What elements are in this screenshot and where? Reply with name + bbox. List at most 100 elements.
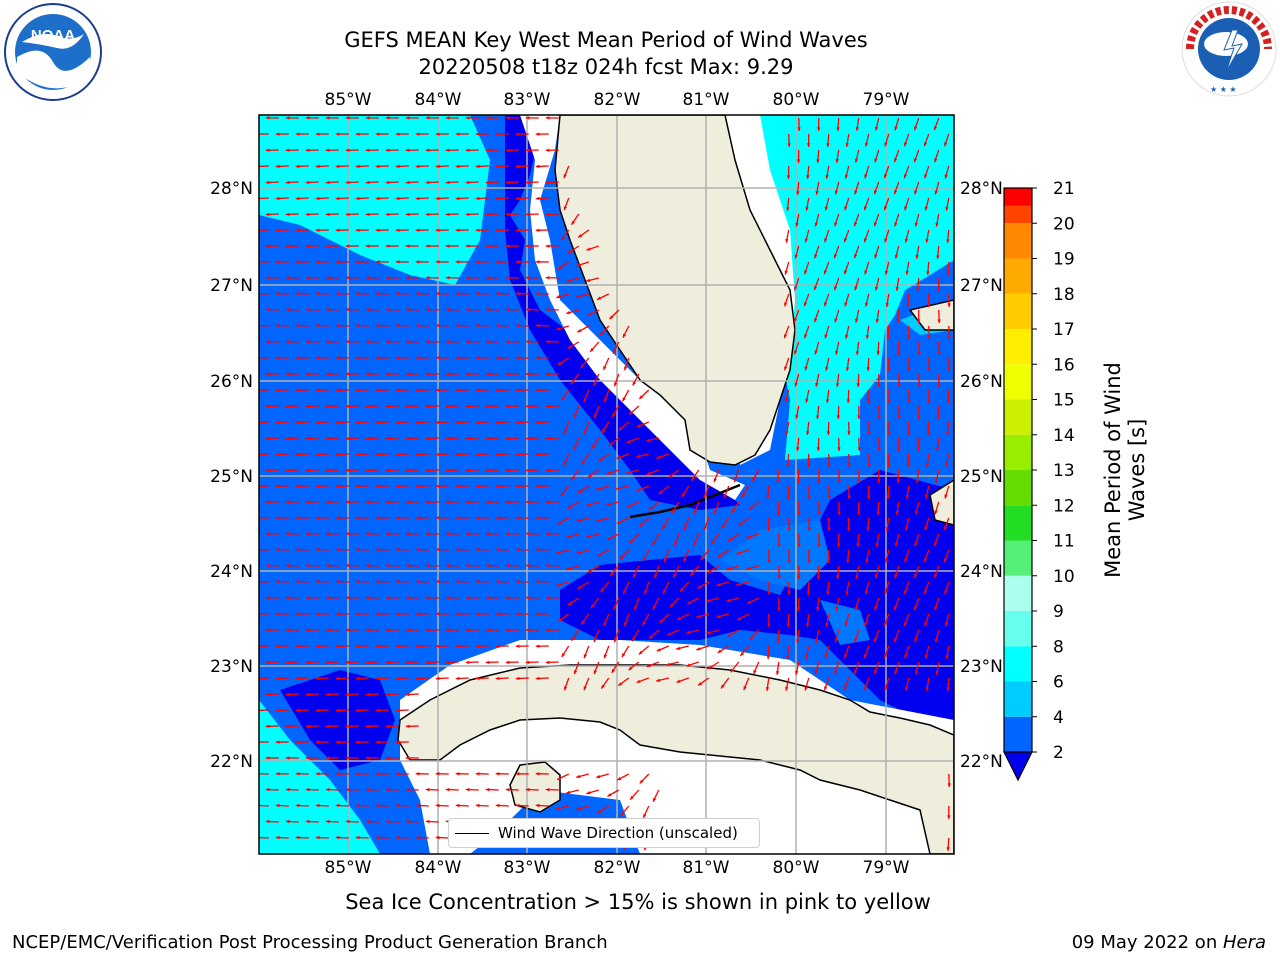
wind-wave-arrow [495,164,509,169]
wind-wave-arrow [823,261,830,275]
wind-wave-arrow [395,452,409,457]
wind-wave-arrow [365,500,379,504]
wind-wave-arrow [525,660,539,665]
wind-wave-arrow [405,628,419,632]
wind-wave-arrow [863,645,870,659]
footer-date: 09 May 2022 on Hera [1071,932,1266,953]
wind-wave-arrow [596,517,609,523]
wind-wave-arrow [505,595,519,600]
wind-wave-arrow [345,724,359,729]
wind-wave-arrow [325,468,339,473]
wind-wave-arrow [616,773,630,781]
wind-wave-arrow [556,773,570,781]
wind-wave-arrow [305,531,319,536]
wind-wave-arrow [425,628,439,632]
wind-wave-arrow [345,595,359,600]
wind-wave-arrow [535,772,549,776]
wind-wave-arrow [315,228,329,232]
wind-wave-arrow [854,181,860,195]
wind-wave-arrow [545,531,559,536]
wind-wave-arrow [652,533,660,546]
wind-wave-arrow [894,661,900,675]
wind-wave-arrow [435,612,449,616]
wind-wave-arrow [335,452,349,457]
wind-wave-arrow [325,660,339,665]
wind-wave-arrow [405,116,419,120]
wind-wave-arrow [475,196,489,201]
wind-wave-arrow [335,708,349,713]
colorbar-tick-label: 18 [1053,285,1075,305]
wind-wave-arrow [605,501,619,507]
wind-wave-arrow [893,597,900,611]
wind-wave-arrow [275,164,289,169]
wind-wave-arrow [796,597,801,612]
wind-wave-arrow [435,420,449,425]
wind-wave-arrow [285,339,299,344]
colorbar-band [1004,716,1032,752]
wind-wave-arrow [946,389,951,404]
colorbar-tick-label: 20 [1053,214,1075,234]
wind-wave-arrow [626,437,639,444]
wind-wave-arrow [425,563,439,568]
wind-wave-arrow [706,597,719,603]
wind-wave-arrow [535,323,549,328]
wind-wave-arrow [515,612,529,616]
wind-wave-arrow [265,307,279,312]
wind-wave-arrow [897,341,901,356]
wind-wave-arrow [355,579,369,584]
wind-wave-arrow [661,517,670,530]
wind-wave-arrow [525,116,539,120]
wind-wave-arrow [864,581,870,595]
wind-wave-arrow [375,772,389,776]
wind-wave-arrow [924,645,930,659]
wind-wave-arrow [455,676,469,681]
wind-wave-arrow [886,485,890,500]
wind-wave-arrow [593,629,600,643]
wind-wave-arrow [475,803,489,808]
wind-wave-arrow [345,404,359,409]
wind-wave-arrow [525,787,539,792]
wind-wave-arrow [875,533,880,547]
wind-wave-arrow [905,485,910,499]
wind-wave-arrow [505,500,519,504]
wind-wave-arrow [385,404,399,409]
wind-wave-arrow [914,533,920,547]
wind-wave-arrow [631,629,640,642]
wind-wave-arrow [285,436,299,441]
legend-label: Wind Wave Direction (unscaled) [498,824,738,842]
footer-credit: NCEP/EMC/Verification Post Processing Pr… [12,932,608,953]
wind-wave-arrow [681,485,690,498]
wind-wave-arrow [814,341,820,355]
wind-wave-arrow [315,676,329,681]
wind-wave-arrow [455,803,469,808]
wind-wave-arrow [345,372,359,376]
wind-wave-arrow [806,453,811,468]
wind-wave-arrow [485,660,499,665]
wind-wave-arrow [465,436,479,441]
wind-wave-arrow [375,420,389,425]
wind-wave-arrow [435,196,449,201]
wind-wave-arrow [405,595,419,600]
wind-wave-arrow [927,325,931,340]
map-frame [258,114,955,855]
wind-wave-arrow [613,629,620,643]
wind-wave-arrow [846,549,850,564]
wind-wave-arrow [425,660,439,665]
wind-wave-arrow [305,148,319,153]
wind-wave-arrow [883,197,890,211]
wind-wave-arrow [863,677,870,691]
wind-wave-arrow [676,677,689,683]
wind-wave-arrow [285,116,299,120]
wind-wave-arrow [696,613,709,619]
wind-wave-arrow [425,372,439,376]
wind-wave-arrow [395,708,409,713]
wind-wave-arrow [655,677,669,682]
wind-wave-arrow [600,677,610,690]
wind-wave-arrow [904,517,910,531]
wind-wave-arrow [345,787,359,792]
wind-wave-arrow [365,628,379,632]
wind-wave-arrow [495,516,509,520]
wind-wave-arrow [957,246,960,259]
lon-label-bottom: 79°W [863,858,910,878]
wind-wave-arrow [545,212,559,217]
